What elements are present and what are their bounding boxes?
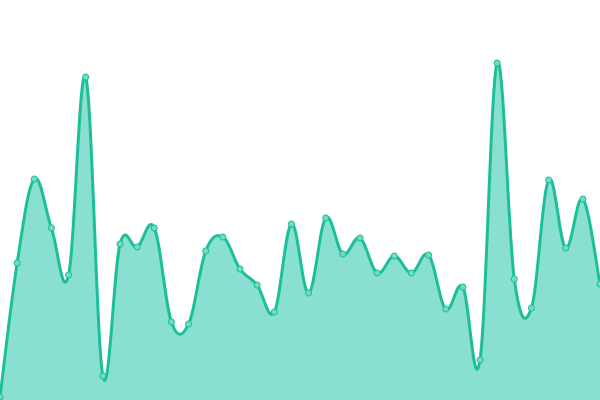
- series-line: [0, 61, 600, 398]
- data-point-9: [150, 224, 158, 232]
- data-point-35: [596, 280, 600, 288]
- data-point-29: [493, 59, 501, 67]
- data-point-10: [167, 318, 175, 326]
- data-point-24: [407, 269, 415, 277]
- data-point-2: [30, 175, 38, 183]
- data-point-16: [270, 308, 278, 316]
- data-point-15: [253, 281, 261, 289]
- data-point-3: [47, 224, 55, 232]
- data-point-17: [287, 220, 295, 228]
- data-point-21: [356, 234, 364, 242]
- data-point-30: [510, 275, 518, 283]
- data-point-28: [476, 356, 484, 364]
- data-point-0: [0, 393, 4, 400]
- data-point-26: [442, 305, 450, 313]
- data-point-12: [202, 247, 210, 255]
- data-point-18: [305, 289, 313, 297]
- data-point-23: [390, 252, 398, 260]
- data-point-33: [562, 244, 570, 252]
- data-point-7: [116, 240, 124, 248]
- data-point-20: [339, 250, 347, 258]
- data-point-4: [65, 271, 73, 279]
- data-point-22: [373, 269, 381, 277]
- data-point-34: [579, 195, 587, 203]
- data-point-13: [219, 233, 227, 241]
- data-point-27: [459, 283, 467, 291]
- data-points: [0, 59, 600, 400]
- data-point-14: [236, 265, 244, 273]
- data-point-5: [82, 73, 90, 81]
- data-point-8: [133, 243, 141, 251]
- data-point-19: [322, 214, 330, 222]
- data-point-11: [185, 320, 193, 328]
- data-point-31: [527, 304, 535, 312]
- data-point-25: [425, 251, 433, 259]
- data-point-6: [99, 372, 107, 380]
- data-point-1: [13, 259, 21, 267]
- data-point-32: [545, 176, 553, 184]
- area-fill: [0, 62, 600, 400]
